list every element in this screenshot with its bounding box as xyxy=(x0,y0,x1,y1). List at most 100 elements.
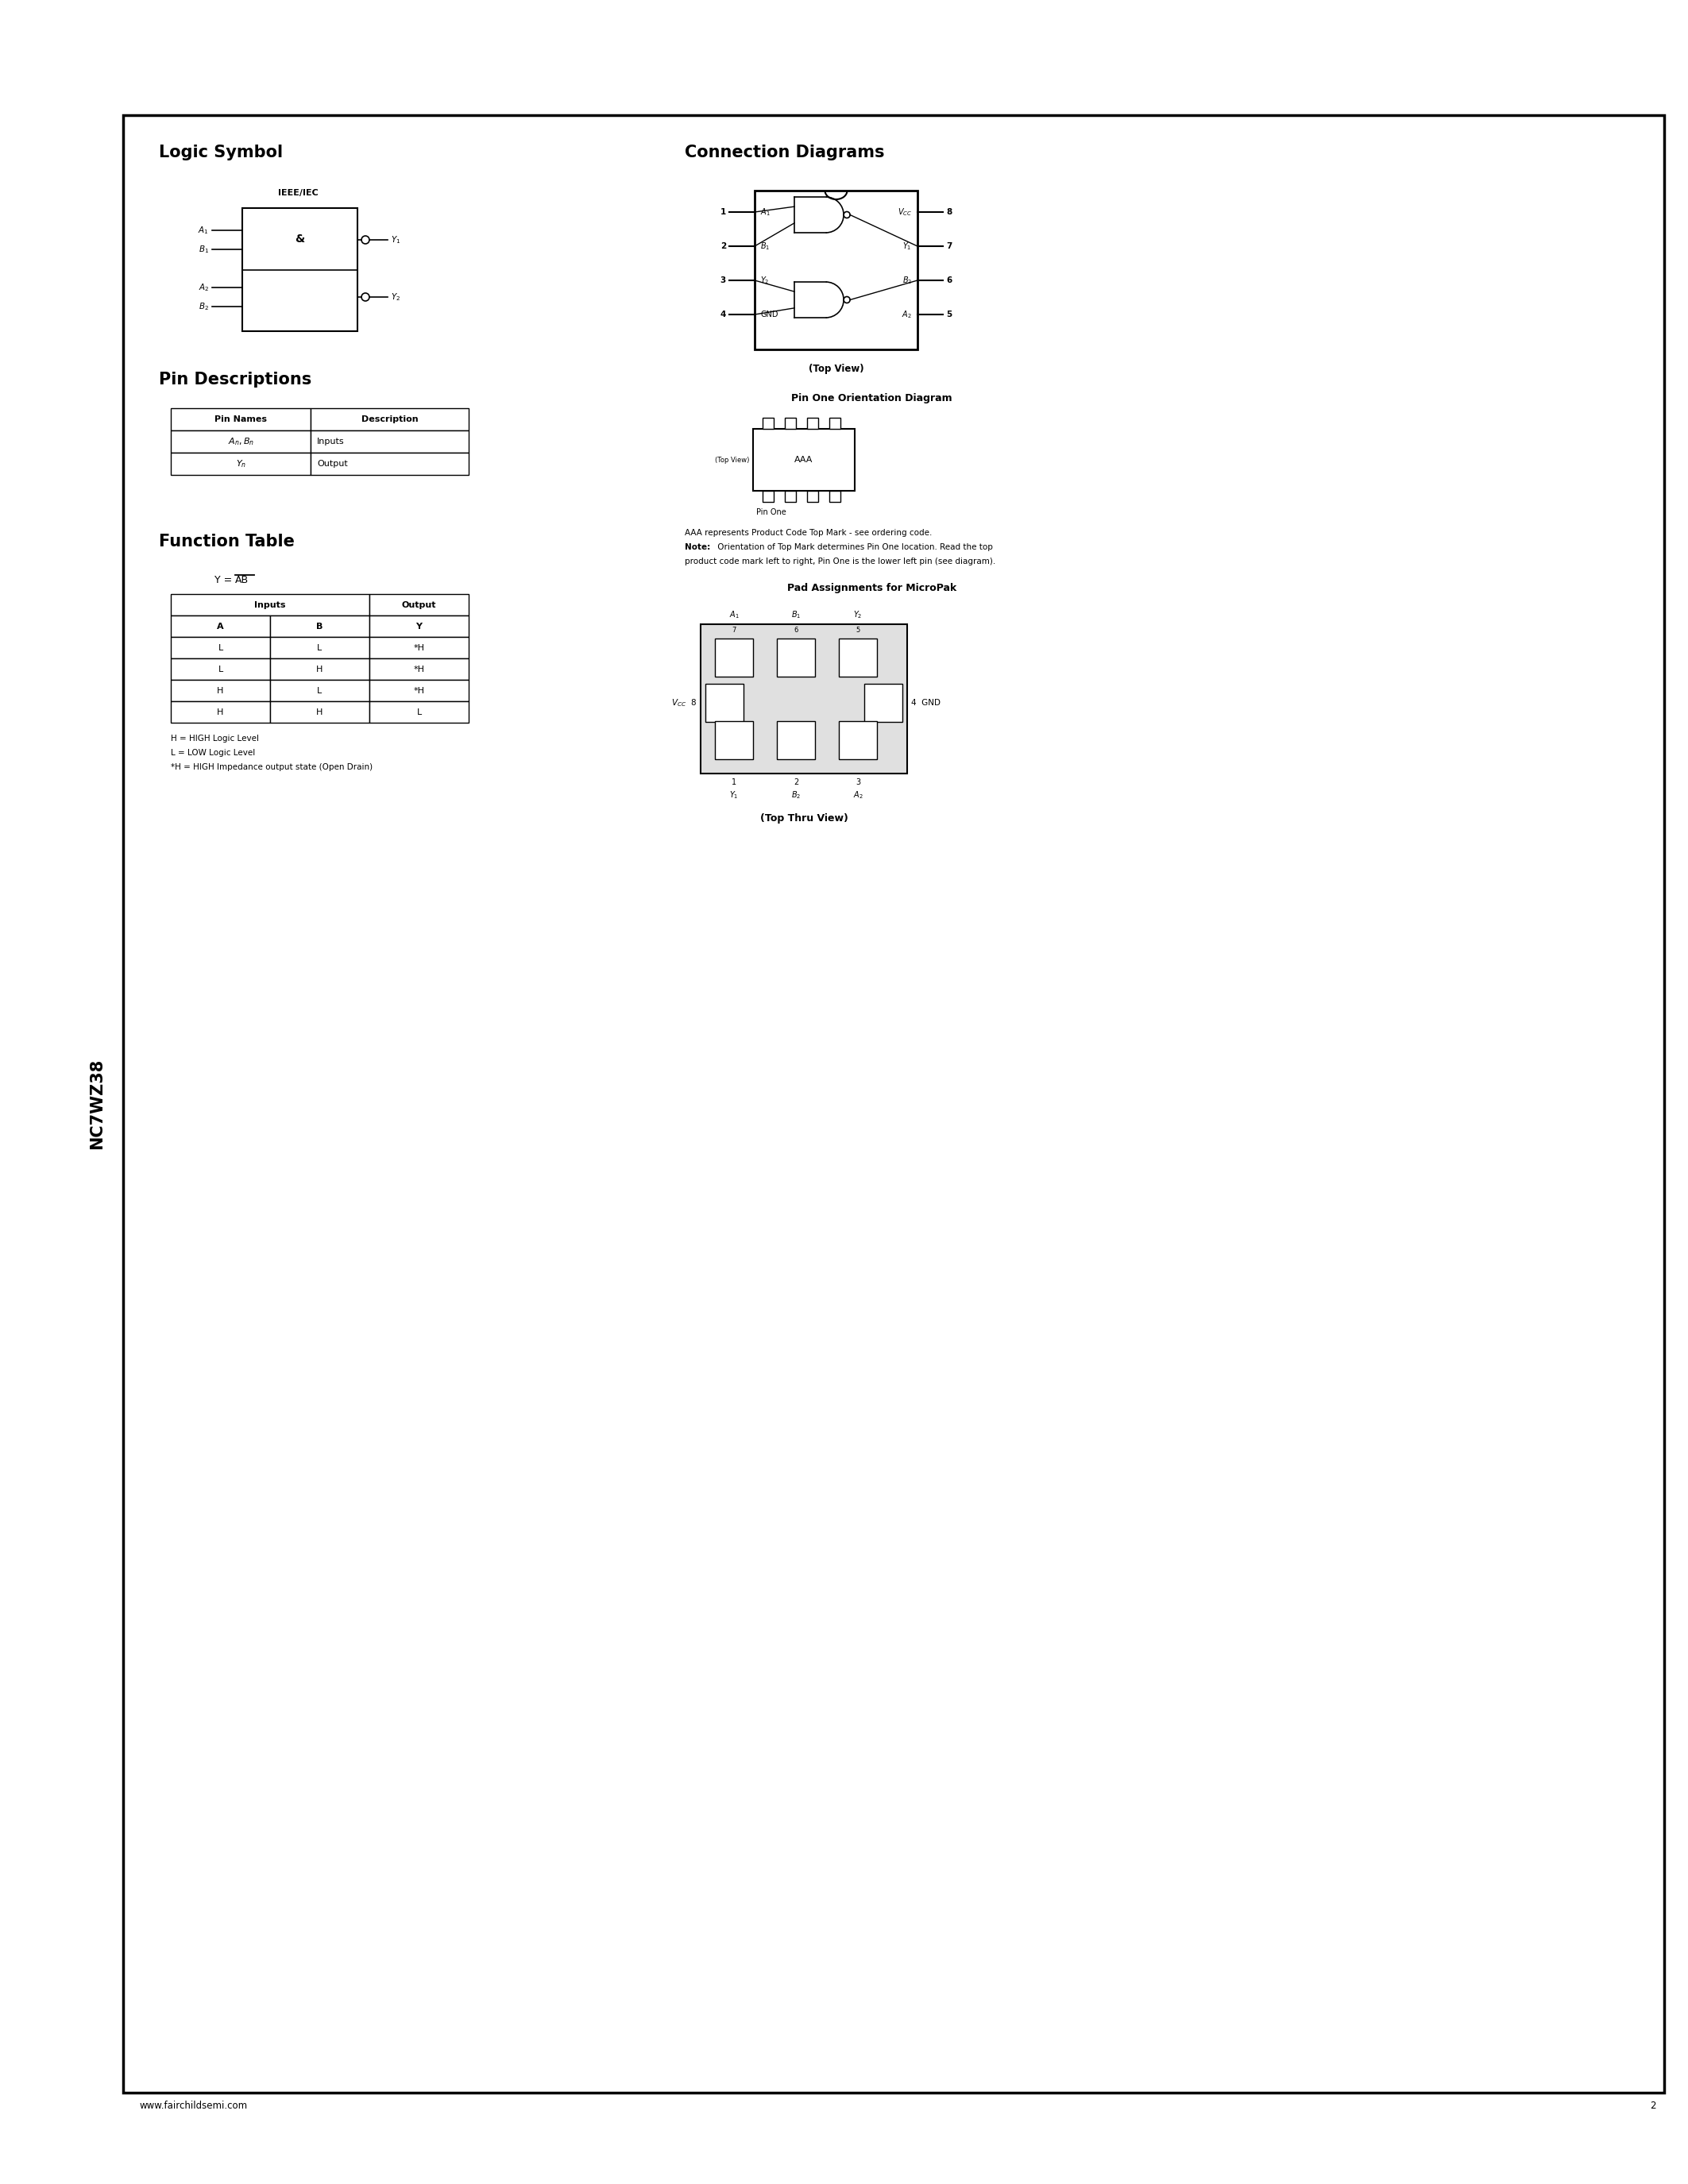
Text: 8: 8 xyxy=(945,207,952,216)
Text: Note:: Note: xyxy=(685,544,711,550)
Text: Orientation of Top Mark determines Pin One location. Read the top: Orientation of Top Mark determines Pin O… xyxy=(716,544,993,550)
Text: $Y_n$: $Y_n$ xyxy=(236,459,246,470)
Bar xyxy=(270,679,370,701)
Text: H: H xyxy=(316,666,322,673)
Text: Pin One Orientation Diagram: Pin One Orientation Diagram xyxy=(792,393,952,404)
Bar xyxy=(716,638,753,677)
Bar xyxy=(370,594,469,616)
Text: GND: GND xyxy=(760,310,778,319)
Text: H: H xyxy=(316,708,322,716)
Bar xyxy=(170,701,270,723)
Bar xyxy=(243,207,358,332)
Bar xyxy=(370,638,469,657)
Text: Inputs: Inputs xyxy=(255,601,285,609)
Text: 5: 5 xyxy=(945,310,952,319)
Bar xyxy=(706,684,743,723)
Bar xyxy=(270,701,370,723)
Bar xyxy=(807,491,819,502)
Text: Y =: Y = xyxy=(214,574,235,585)
Text: L: L xyxy=(417,708,422,716)
Bar xyxy=(270,657,370,679)
Text: AB: AB xyxy=(235,574,248,585)
Text: 4: 4 xyxy=(721,310,726,319)
Text: $A_2$: $A_2$ xyxy=(852,788,863,799)
Text: 6: 6 xyxy=(945,277,952,284)
Text: Description: Description xyxy=(361,415,419,424)
Text: Pin Names: Pin Names xyxy=(214,415,267,424)
Text: $A_2$: $A_2$ xyxy=(901,308,912,321)
Bar xyxy=(311,430,469,452)
Text: Connection Diagrams: Connection Diagrams xyxy=(685,144,885,159)
Text: Pad Assignments for MicroPak: Pad Assignments for MicroPak xyxy=(787,583,957,594)
Text: 2: 2 xyxy=(721,242,726,251)
Bar xyxy=(170,408,311,430)
Text: H: H xyxy=(218,686,225,695)
Bar xyxy=(311,452,469,474)
Text: $B_1$: $B_1$ xyxy=(792,609,800,620)
Text: L: L xyxy=(317,686,322,695)
Bar xyxy=(270,638,370,657)
Bar xyxy=(716,721,753,760)
Text: B: B xyxy=(316,622,322,631)
Bar xyxy=(170,452,311,474)
Text: Pin One: Pin One xyxy=(756,509,787,515)
Bar xyxy=(701,625,906,773)
Text: (Top View): (Top View) xyxy=(714,456,749,463)
Bar xyxy=(311,408,469,430)
Bar xyxy=(753,428,854,491)
Bar xyxy=(170,638,270,657)
Bar xyxy=(370,679,469,701)
Text: (Top View): (Top View) xyxy=(809,365,864,373)
Text: $A_2$: $A_2$ xyxy=(197,282,209,293)
Text: 4  GND: 4 GND xyxy=(912,699,940,708)
Bar xyxy=(370,701,469,723)
Bar xyxy=(785,491,797,502)
Text: $B_2$: $B_2$ xyxy=(792,788,800,799)
Text: Output: Output xyxy=(402,601,436,609)
Text: Inputs: Inputs xyxy=(317,437,344,446)
Text: $V_{CC}$: $V_{CC}$ xyxy=(898,207,912,218)
Bar xyxy=(170,616,270,638)
Text: $A_1$: $A_1$ xyxy=(729,609,739,620)
Text: *H: *H xyxy=(414,644,425,651)
Text: product code mark left to right, Pin One is the lower left pin (see diagram).: product code mark left to right, Pin One… xyxy=(685,557,996,566)
Bar xyxy=(170,657,270,679)
Text: $B_1$: $B_1$ xyxy=(199,245,209,256)
Text: $B_2$: $B_2$ xyxy=(199,301,209,312)
Text: $Y_2$: $Y_2$ xyxy=(392,290,400,304)
Bar xyxy=(170,430,311,452)
Text: 3: 3 xyxy=(856,778,861,786)
Text: $Y_1$: $Y_1$ xyxy=(903,240,912,251)
Text: 2: 2 xyxy=(793,778,798,786)
Bar xyxy=(763,491,773,502)
Text: Logic Symbol: Logic Symbol xyxy=(159,144,284,159)
Bar xyxy=(864,684,903,723)
Bar xyxy=(776,721,815,760)
Text: &: & xyxy=(295,234,304,245)
Text: *H: *H xyxy=(414,666,425,673)
Text: Y: Y xyxy=(415,622,422,631)
Text: H = HIGH Logic Level: H = HIGH Logic Level xyxy=(170,734,258,743)
Bar xyxy=(839,638,878,677)
Text: Function Table: Function Table xyxy=(159,533,295,550)
Bar xyxy=(807,417,819,428)
Bar xyxy=(829,417,841,428)
Bar xyxy=(755,190,918,349)
Text: 1: 1 xyxy=(731,778,736,786)
Text: L: L xyxy=(218,644,223,651)
Text: Pin Descriptions: Pin Descriptions xyxy=(159,371,312,387)
Text: AAA: AAA xyxy=(795,456,814,463)
Text: (Top Thru View): (Top Thru View) xyxy=(760,812,847,823)
Text: A: A xyxy=(218,622,225,631)
Bar xyxy=(785,417,797,428)
Text: 6: 6 xyxy=(793,627,798,633)
Bar xyxy=(370,657,469,679)
Text: $V_{CC}$  8: $V_{CC}$ 8 xyxy=(672,697,697,708)
Text: $A_1$: $A_1$ xyxy=(197,225,209,236)
Bar xyxy=(829,491,841,502)
Text: *H: *H xyxy=(414,686,425,695)
Text: $A_n, B_n$: $A_n, B_n$ xyxy=(228,437,253,448)
Text: $B_2$: $B_2$ xyxy=(901,275,912,286)
Text: *H = HIGH Impedance output state (Open Drain): *H = HIGH Impedance output state (Open D… xyxy=(170,762,373,771)
Text: NC7WZ38: NC7WZ38 xyxy=(89,1059,105,1149)
